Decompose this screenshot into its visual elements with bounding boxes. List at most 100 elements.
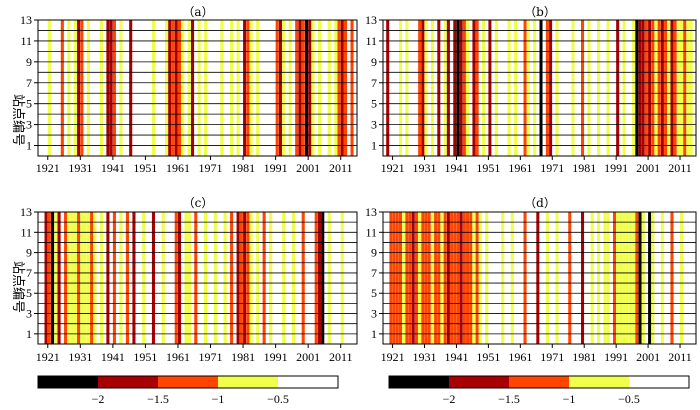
colorbar-segment	[158, 376, 218, 388]
heat-column	[469, 212, 473, 344]
heat-column	[664, 20, 668, 156]
y-tick-label: 9	[371, 246, 377, 260]
heat-column	[282, 20, 286, 156]
heat-column	[427, 212, 431, 344]
heat-column	[440, 212, 444, 344]
colorbar-tick-label: −0.5	[618, 392, 640, 406]
y-tick-label: 7	[26, 266, 32, 280]
heat-column	[581, 212, 585, 344]
heat-column	[125, 212, 129, 344]
panel-label: （c）	[183, 196, 214, 210]
heat-column	[112, 20, 116, 156]
panel-frame	[382, 19, 697, 157]
heat-column	[47, 212, 51, 344]
heat-column	[311, 20, 315, 156]
x-tick-label: 1921	[36, 350, 60, 364]
y-tick-label: 5	[26, 286, 32, 300]
colorbar-tick-label: −1	[212, 392, 225, 406]
heat-column	[635, 212, 639, 344]
heat-column	[612, 212, 616, 344]
heat-column	[651, 212, 655, 344]
heat-column	[239, 212, 243, 344]
colorbar-tick-label: −1.5	[498, 392, 520, 406]
y-axis-label-bottom: 站点编号	[10, 261, 25, 313]
x-tick-label: 1961	[508, 161, 532, 175]
x-tick-label: 1941	[444, 161, 468, 175]
heat-column	[437, 20, 441, 156]
heat-column	[462, 212, 466, 344]
heat-column	[230, 212, 234, 344]
heat-column	[73, 212, 77, 344]
heat-column	[430, 212, 434, 344]
y-tick-label: 7	[26, 76, 32, 90]
colorbar-segment	[509, 376, 569, 388]
heat-column	[568, 212, 572, 344]
heat-column	[51, 212, 55, 344]
heat-column	[622, 212, 626, 344]
x-tick-label: 1921	[36, 161, 60, 175]
colorbar-frame	[37, 375, 339, 389]
heat-column	[418, 212, 422, 344]
heat-column	[181, 20, 185, 156]
y-tick-label: 13	[365, 205, 377, 219]
heat-column	[641, 20, 645, 156]
heat-column	[314, 212, 318, 344]
heat-column	[187, 20, 191, 156]
panel-a: 1921 1931 1941 1951 1961 1971 1981 1991 2001 2011…	[20, 5, 358, 175]
panel-d: 1921 1931 1941 1951 1961 1971 1981 1991 2001 2011…	[365, 196, 697, 364]
heat-column	[648, 212, 652, 344]
heat-column	[308, 20, 312, 156]
heat-column	[80, 212, 84, 344]
heat-column	[555, 212, 559, 344]
heat-column	[443, 212, 447, 344]
heat-column	[606, 20, 610, 156]
x-tick-label: 1951	[476, 350, 500, 364]
x-tick-label: 1931	[413, 350, 437, 364]
colorbar-segment	[389, 376, 449, 388]
heat-column	[581, 20, 585, 156]
heat-column	[57, 212, 61, 344]
y-tick-label: 7	[371, 266, 377, 280]
heat-column	[337, 20, 341, 156]
heat-column	[99, 20, 103, 156]
heat-column	[485, 212, 489, 344]
heat-column	[676, 20, 680, 156]
heat-column	[628, 212, 632, 344]
heat-column	[86, 212, 90, 344]
heat-column	[545, 212, 549, 344]
heat-column	[667, 20, 671, 156]
x-tick-label: 1961	[508, 350, 532, 364]
y-tick-label: 9	[26, 55, 32, 69]
colorbar-right: −2 −1.5 −1 −0.5	[388, 375, 690, 406]
heat-column	[262, 212, 266, 344]
heat-column	[466, 212, 470, 344]
heat-column	[603, 212, 607, 344]
heat-column	[350, 20, 354, 156]
heat-column	[398, 212, 402, 344]
y-tick-label: 11	[20, 34, 32, 48]
heat-column	[571, 20, 575, 156]
x-tick-label: 1951	[133, 161, 157, 175]
heat-column	[466, 20, 470, 156]
heat-column	[288, 20, 292, 156]
heat-column	[129, 20, 133, 156]
heat-column	[83, 212, 87, 344]
heat-column	[450, 212, 454, 344]
heat-column	[456, 212, 460, 344]
colorbar-segment	[38, 376, 98, 388]
heat-column	[606, 212, 610, 344]
heat-column	[526, 20, 530, 156]
x-tick-label: 2001	[296, 350, 320, 364]
x-tick-label: 2001	[636, 350, 660, 364]
heat-column	[112, 212, 116, 344]
heat-column	[446, 20, 450, 156]
heat-column	[177, 212, 182, 344]
heat-column	[194, 212, 198, 344]
heat-column	[77, 212, 81, 344]
x-tick-label: 1931	[413, 161, 437, 175]
heat-column	[437, 212, 441, 344]
heat-column	[236, 20, 240, 156]
heat-column	[291, 212, 295, 344]
heat-column	[494, 20, 498, 156]
